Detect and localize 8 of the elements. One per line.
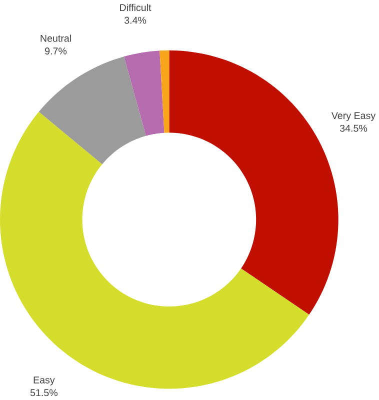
data-label: 9.7% bbox=[44, 48, 66, 54]
data-label: 3.4% bbox=[124, 16, 146, 24]
slice-label: Neutral bbox=[40, 34, 71, 42]
slice-label: Easy bbox=[34, 376, 55, 386]
data-label: 51.5% bbox=[30, 389, 58, 396]
slice-label: Difficult bbox=[120, 4, 151, 12]
data-label: 34.5% bbox=[340, 124, 367, 132]
slice-label: Very Easy bbox=[331, 112, 376, 121]
